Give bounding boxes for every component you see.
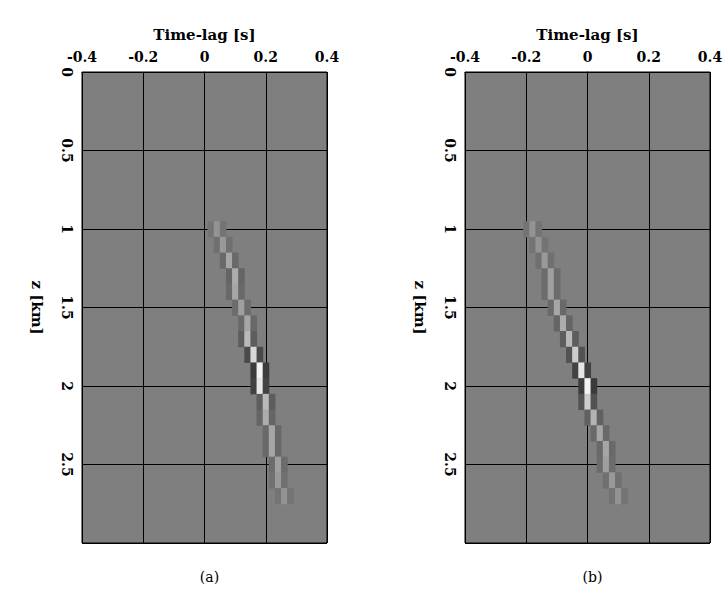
svg-text:-0.4: -0.4 (450, 49, 480, 65)
svg-text:-0.2: -0.2 (128, 49, 158, 65)
svg-text:-0.2: -0.2 (511, 49, 541, 65)
svg-text:0.4: 0.4 (315, 49, 340, 65)
svg-text:(a): (a) (200, 569, 219, 585)
svg-text:(b): (b) (583, 569, 603, 585)
svg-text:0: 0 (59, 67, 75, 77)
svg-text:0.2: 0.2 (637, 49, 661, 65)
svg-text:0.5: 0.5 (59, 138, 75, 162)
svg-text:1: 1 (59, 224, 75, 234)
svg-text:2: 2 (442, 381, 458, 391)
svg-text:2.5: 2.5 (442, 452, 458, 476)
svg-text:1.5: 1.5 (59, 295, 75, 319)
svg-text:2.5: 2.5 (59, 452, 75, 476)
svg-text:0: 0 (442, 67, 458, 77)
svg-text:0.5: 0.5 (442, 138, 458, 162)
svg-text:-0.4: -0.4 (67, 49, 97, 65)
svg-text:Time-lag [s]: Time-lag [s] (536, 26, 638, 44)
svg-text:0: 0 (583, 49, 593, 65)
svg-text:0: 0 (200, 49, 210, 65)
svg-text:z [km]: z [km] (28, 280, 46, 334)
svg-text:1.5: 1.5 (442, 295, 458, 319)
svg-text:1: 1 (442, 224, 458, 234)
svg-text:2: 2 (59, 381, 75, 391)
svg-text:0.4: 0.4 (698, 49, 723, 65)
svg-text:Time-lag [s]: Time-lag [s] (153, 26, 255, 44)
svg-text:z [km]: z [km] (411, 280, 429, 334)
svg-text:0.2: 0.2 (254, 49, 278, 65)
